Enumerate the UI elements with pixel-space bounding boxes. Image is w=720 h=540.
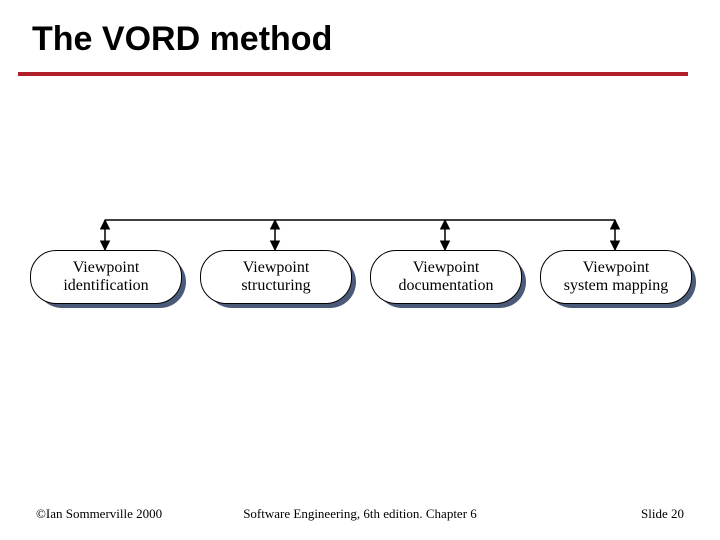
node-body: Viewpoint system mapping	[540, 250, 692, 304]
node-body: Viewpoint structuring	[200, 250, 352, 304]
slide: The VORD method Viewpoint identificat	[0, 0, 720, 540]
node-viewpoint-documentation: Viewpoint documentation	[370, 250, 520, 306]
node-line2: system mapping	[564, 277, 668, 295]
node-viewpoint-identification: Viewpoint identification	[30, 250, 180, 306]
footer-right: Slide 20	[641, 506, 684, 522]
node-body: Viewpoint identification	[30, 250, 182, 304]
vord-diagram: Viewpoint identification Viewpoint struc…	[30, 210, 690, 330]
node-line1: Viewpoint	[243, 259, 310, 277]
node-line2: structuring	[241, 277, 310, 295]
slide-title: The VORD method	[32, 20, 332, 59]
node-body: Viewpoint documentation	[370, 250, 522, 304]
footer-center: Software Engineering, 6th edition. Chapt…	[0, 506, 720, 522]
node-line1: Viewpoint	[583, 259, 650, 277]
node-line2: documentation	[398, 277, 493, 295]
node-viewpoint-system-mapping: Viewpoint system mapping	[540, 250, 690, 306]
node-line1: Viewpoint	[73, 259, 140, 277]
title-underline	[18, 72, 688, 76]
node-line1: Viewpoint	[413, 259, 480, 277]
node-viewpoint-structuring: Viewpoint structuring	[200, 250, 350, 306]
node-line2: identification	[63, 277, 148, 295]
